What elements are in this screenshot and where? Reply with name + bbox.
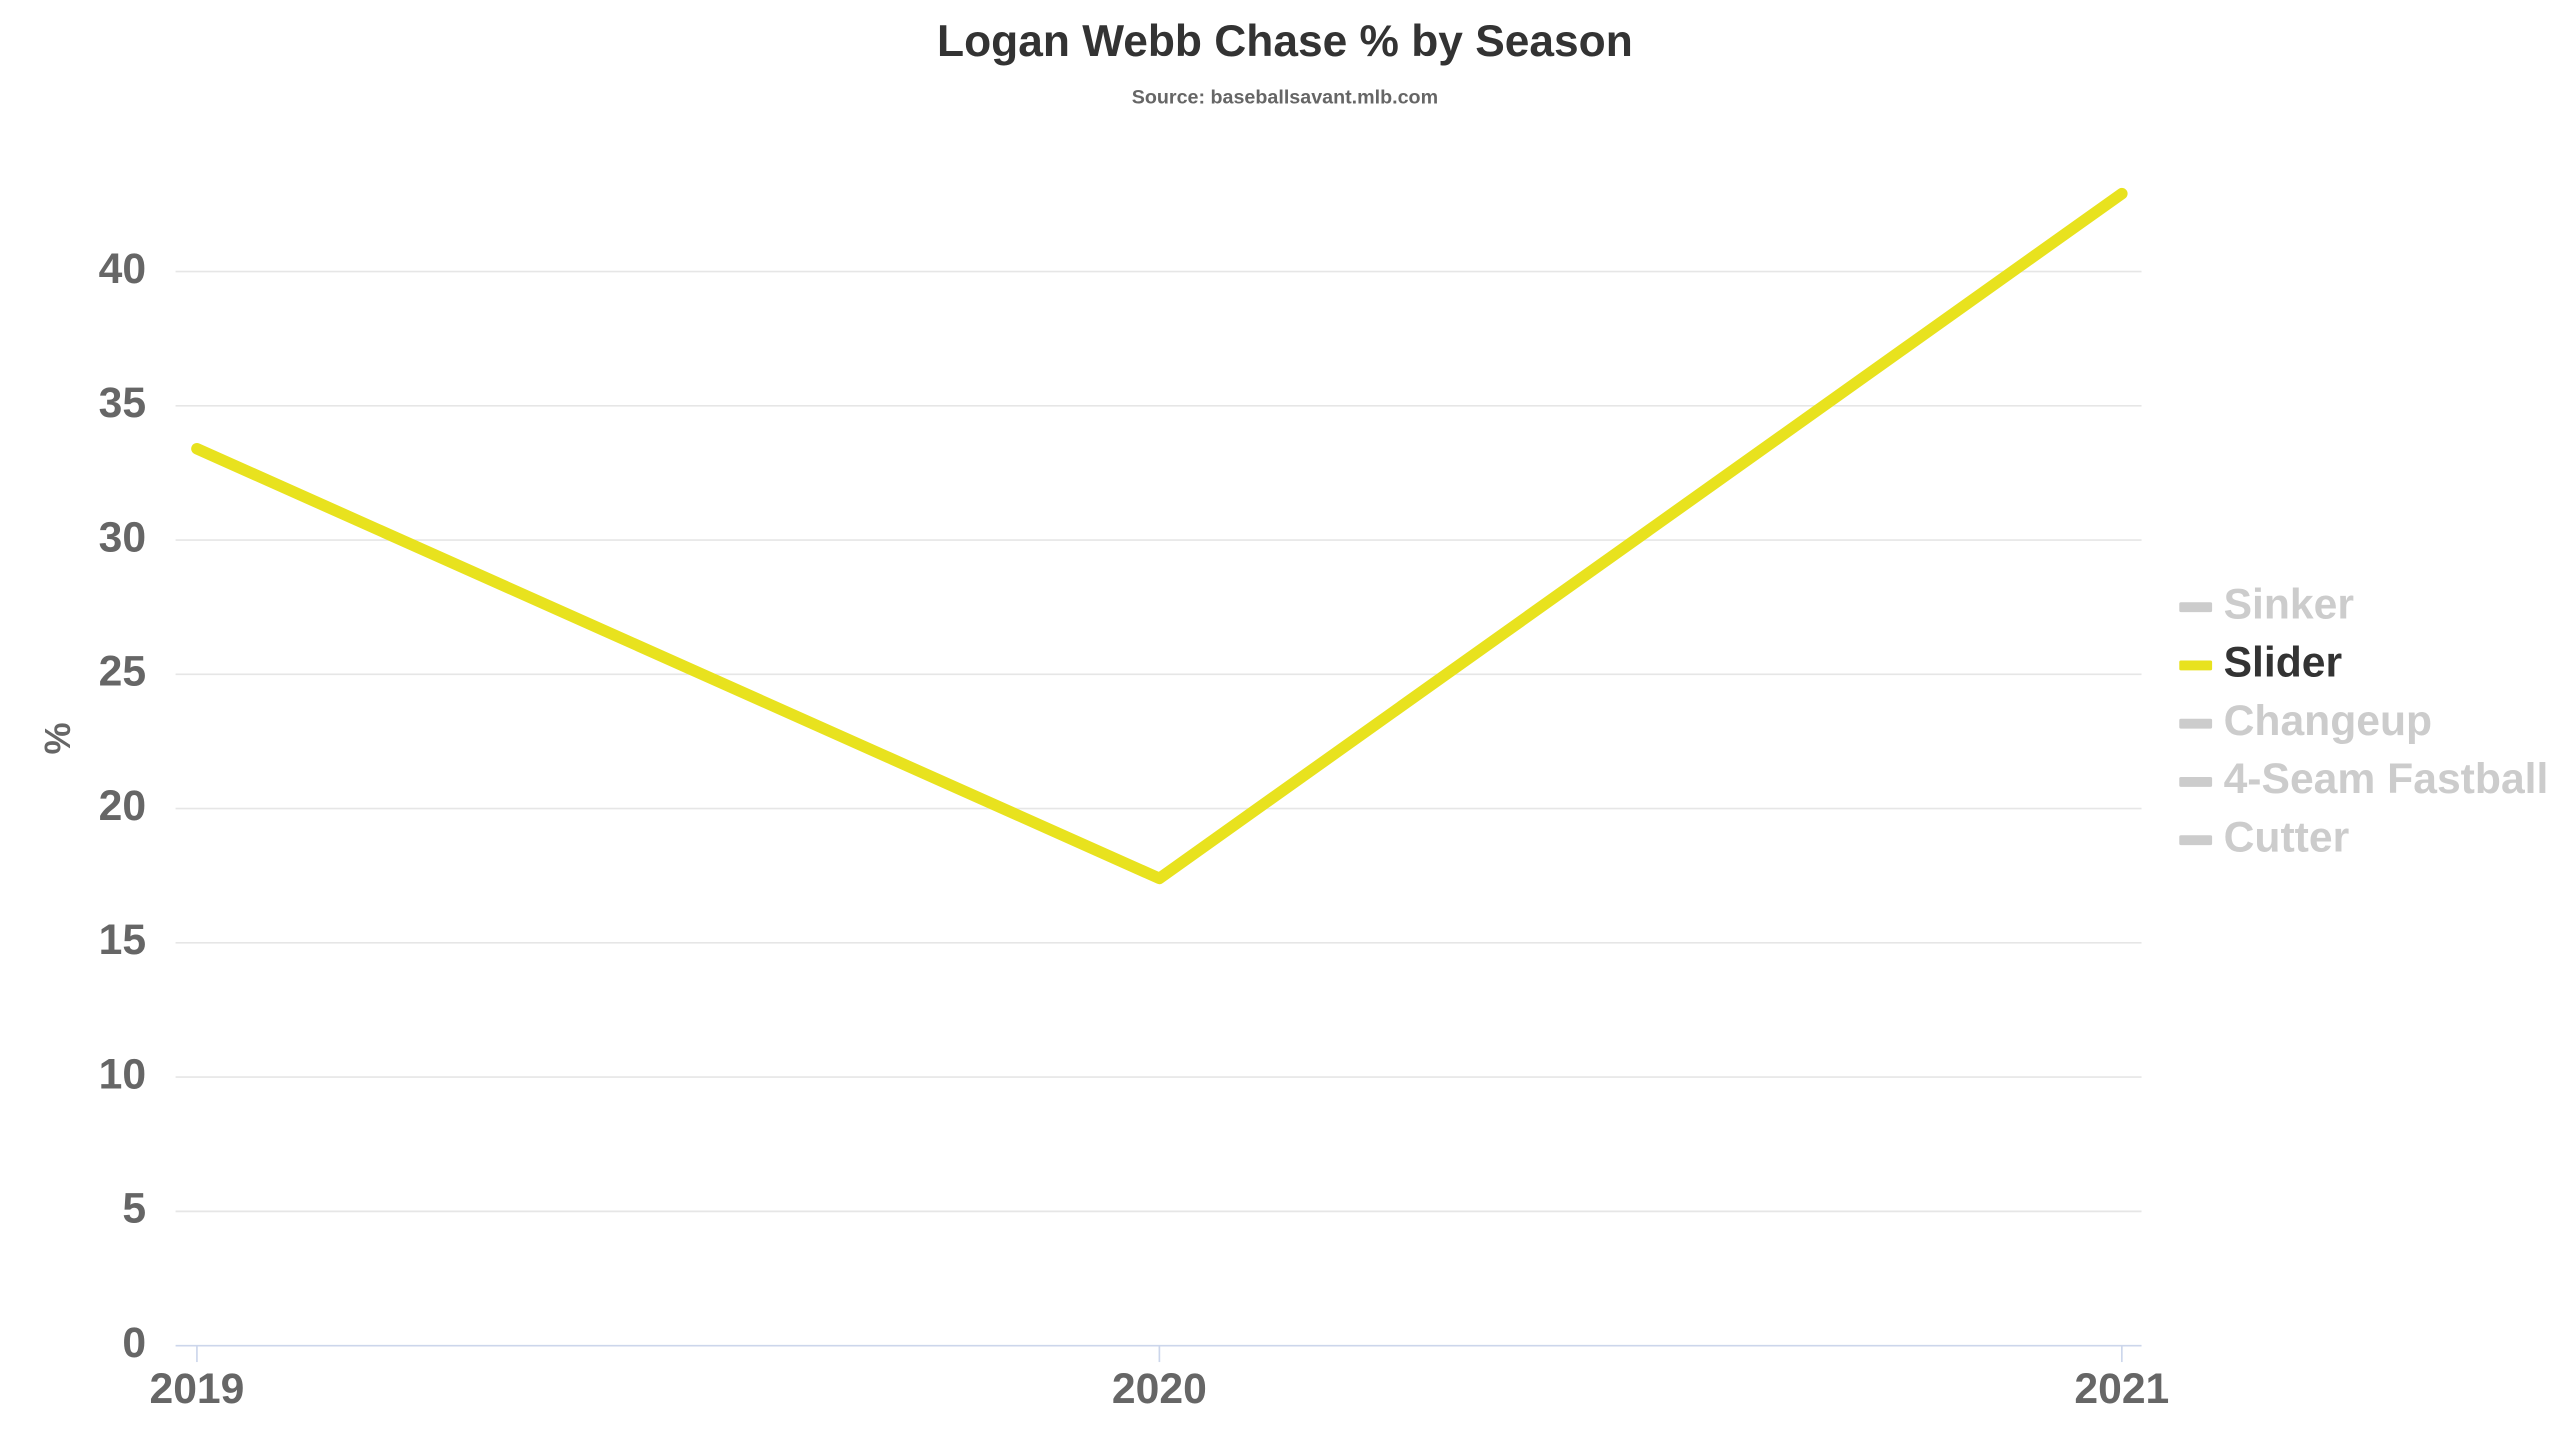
legend-label[interactable]: Cutter — [2224, 813, 2350, 861]
chart-title: Logan Webb Chase % by Season — [937, 17, 1633, 66]
legend-swatch — [2179, 835, 2213, 846]
y-tick-label: 5 — [122, 1185, 146, 1233]
series-line — [191, 187, 2128, 885]
y-tick-label: 0 — [122, 1319, 146, 1367]
legend-label[interactable]: Slider — [2224, 639, 2343, 687]
y-tick-label: 25 — [99, 648, 146, 696]
y-tick-label: 15 — [99, 916, 146, 964]
chart-subtitle: Source: baseballsavant.mlb.com — [1132, 87, 1438, 109]
y-tick-label: 35 — [99, 379, 146, 427]
x-tick-label: 2019 — [149, 1365, 244, 1413]
x-tick-label: 2020 — [1112, 1365, 1207, 1413]
legend-label[interactable]: 4-Seam Fastball — [2224, 755, 2549, 803]
legend-swatch — [2179, 660, 2213, 671]
y-tick-label: 30 — [99, 513, 146, 561]
y-tick-label: 20 — [99, 782, 146, 830]
legend-swatch — [2179, 602, 2213, 613]
y-axis-label: % — [37, 722, 78, 754]
y-tick-label: 40 — [99, 245, 146, 293]
x-tick-label: 2021 — [2074, 1365, 2169, 1413]
legend-swatch — [2179, 777, 2213, 787]
legend-label[interactable]: Changeup — [2224, 697, 2433, 745]
legend-swatch — [2179, 718, 2213, 729]
y-tick-label: 10 — [99, 1050, 146, 1098]
legend-label[interactable]: Sinker — [2224, 580, 2354, 628]
